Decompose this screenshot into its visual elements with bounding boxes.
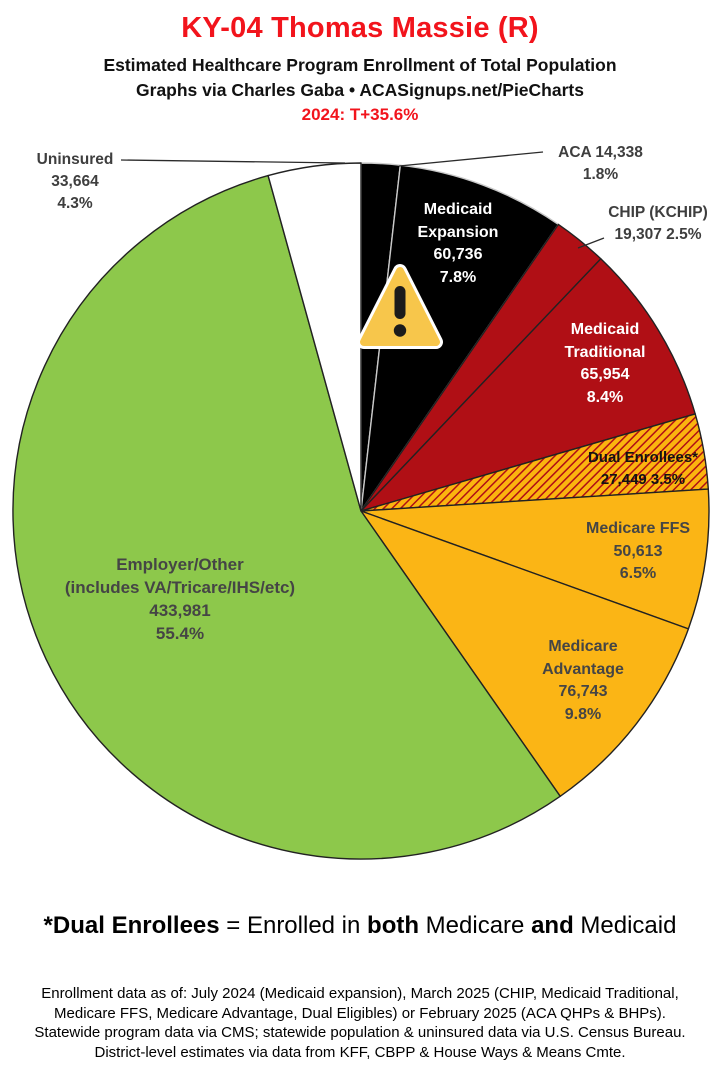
medicaid-traditional-label: Medicaid Traditional 65,954 8.4% — [564, 321, 646, 406]
slice-medicaid-expansion — [360, 164, 560, 512]
chip-callout: CHIP (KCHIP) 19,307 2.5% — [608, 204, 708, 243]
warning-icon — [357, 264, 443, 349]
slice-employer-other — [12, 174, 561, 860]
data-source-footer: Enrollment data as of: July 2024 (Medica… — [34, 985, 686, 1061]
warning-icon-exclamation-bar — [394, 286, 406, 319]
dual-enrollees-footnote: *Dual Enrollees = Enrolled in both Medic… — [43, 912, 677, 939]
aca-callout: ACA 14,338 1.8% — [558, 144, 643, 183]
slice-uninsured — [267, 162, 362, 512]
medicare-advantage-label: Medicare Advantage 76,743 9.8% — [542, 638, 624, 723]
medicare-ffs-label: Medicare FFS 50,613 6.5% — [585, 520, 691, 582]
slice-medicare-advantage — [360, 510, 690, 797]
chip-leader-line — [577, 237, 605, 249]
aca-leader-line — [398, 151, 544, 167]
slice-medicare-ffs — [360, 488, 710, 630]
pie-slices — [12, 162, 710, 860]
chart-subtitle: Estimated Healthcare Program Enrollment … — [103, 55, 617, 75]
uninsured-leader-line — [120, 159, 346, 164]
partisan-lean-text: 2024: T+35.6% — [301, 105, 419, 124]
dual-enrollees-label: Dual Enrollees* 27,449 3.5% — [587, 449, 699, 488]
credit-line: Graphs via Charles Gaba • ACASignups.net… — [136, 80, 584, 100]
slice-medicaid-traditional — [360, 258, 696, 512]
warning-icon-exclamation-dot — [393, 324, 407, 337]
page-title: KY-04 Thomas Massie (R) — [181, 12, 539, 44]
medicaid-expansion-label: Medicaid Expansion 60,736 7.8% — [417, 201, 499, 286]
uninsured-callout: Uninsured 33,664 4.3% — [36, 151, 114, 212]
employer-other-label: Employer/Other (includes VA/Tricare/IHS/… — [64, 555, 296, 643]
